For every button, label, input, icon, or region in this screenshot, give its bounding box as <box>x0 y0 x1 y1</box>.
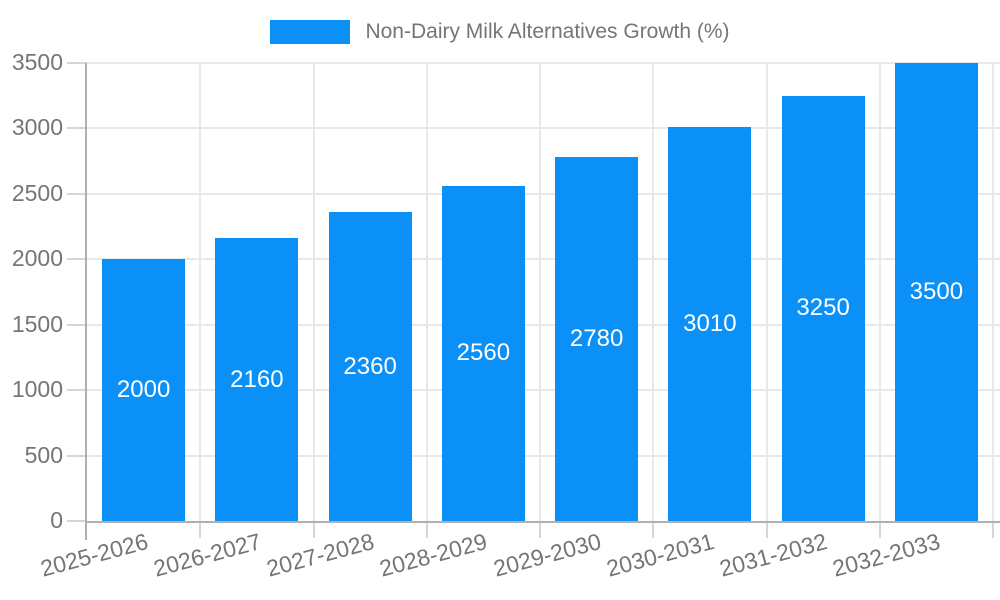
y-axis-label: 1500 <box>11 310 63 337</box>
bar[interactable]: 3250 <box>781 95 865 521</box>
x-tick <box>312 523 315 538</box>
h-gridline <box>87 389 1000 392</box>
x-tick <box>539 523 541 538</box>
v-gridline <box>765 63 768 521</box>
h-gridline <box>87 258 1000 261</box>
bar[interactable]: 2000 <box>102 259 186 521</box>
y-tick <box>67 62 87 64</box>
h-gridline <box>87 454 1000 457</box>
x-tick <box>878 523 881 538</box>
x-tick <box>652 523 655 538</box>
y-axis-label: 2000 <box>11 245 63 272</box>
bar[interactable]: 3500 <box>894 63 978 521</box>
x-tick <box>992 523 994 538</box>
y-tick <box>67 454 87 457</box>
x-axis-line <box>85 521 1000 523</box>
bar[interactable]: 2560 <box>441 186 525 521</box>
legend-item[interactable]: Non-Dairy Milk Alternatives Growth (%) <box>0 20 1000 44</box>
v-gridline <box>312 63 315 521</box>
y-axis-label: 500 <box>24 441 63 468</box>
y-tick <box>67 192 87 195</box>
y-axis-label: 3500 <box>11 48 63 75</box>
bar-value-label: 3010 <box>683 310 737 338</box>
bar[interactable]: 3010 <box>668 127 752 521</box>
bar-value-label: 2560 <box>456 339 511 367</box>
y-tick <box>67 389 87 392</box>
x-tick <box>765 523 768 538</box>
bar[interactable]: 2360 <box>328 212 412 521</box>
y-axis-label: 0 <box>50 506 63 533</box>
h-gridline <box>87 127 1000 130</box>
h-gridline <box>87 192 1000 195</box>
v-gridline <box>878 63 881 521</box>
y-axis-label: 2500 <box>11 179 63 206</box>
h-gridline <box>87 62 1000 64</box>
bar-value-label: 3250 <box>796 294 850 322</box>
bar-value-label: 2160 <box>230 365 284 393</box>
y-axis-line <box>85 63 87 540</box>
y-axis-label: 1000 <box>11 376 63 403</box>
x-tick <box>199 523 202 538</box>
bar-value-label: 3500 <box>909 278 964 305</box>
bar-value-label: 2780 <box>569 325 624 353</box>
h-gridline <box>87 323 1000 326</box>
v-gridline <box>199 63 202 521</box>
x-tick <box>425 523 428 538</box>
v-gridline <box>992 63 994 521</box>
y-tick <box>67 258 87 261</box>
y-tick <box>67 323 87 326</box>
v-gridline <box>425 63 428 521</box>
bar-value-label: 2360 <box>343 352 397 380</box>
v-gridline <box>539 63 541 521</box>
bar[interactable]: 2160 <box>215 238 299 521</box>
v-gridline <box>652 63 655 521</box>
bar[interactable]: 2780 <box>555 157 639 521</box>
legend-label: Non-Dairy Milk Alternatives Growth (%) <box>365 20 730 43</box>
legend-swatch <box>270 20 351 44</box>
y-axis-label: 3000 <box>11 114 63 141</box>
y-tick <box>67 127 87 130</box>
bar-value-label: 2000 <box>116 376 171 404</box>
y-tick <box>67 520 87 522</box>
